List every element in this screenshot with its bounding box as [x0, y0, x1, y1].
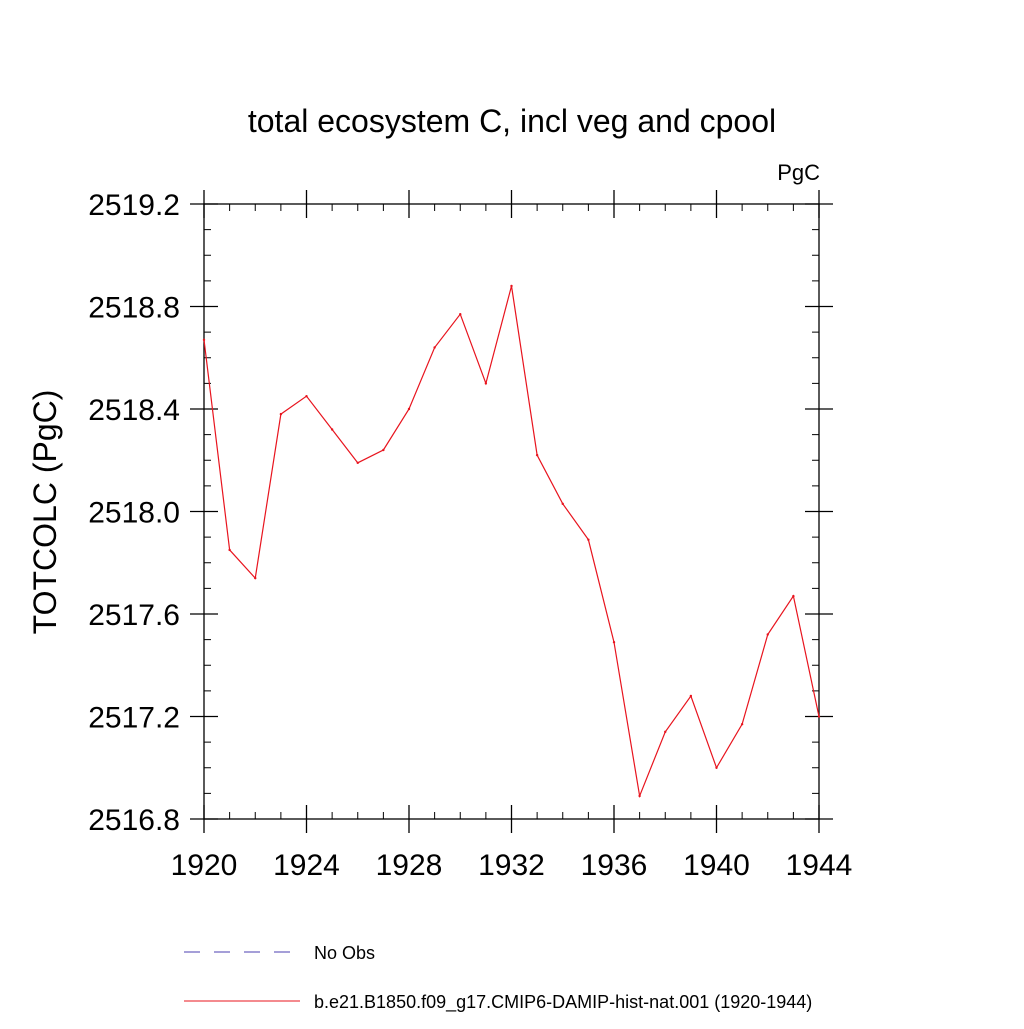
legend: No Obs b.e21.B1850.f09_g17.CMIP6-DAMIP-hi… [184, 943, 812, 1013]
y-tick-label: 2518.4 [88, 394, 180, 427]
data-point [561, 502, 564, 506]
data-point [587, 538, 590, 541]
data-point [740, 722, 744, 726]
data-point [202, 338, 206, 342]
y-tick-label: 2516.8 [88, 804, 180, 837]
x-tick-label: 1936 [581, 849, 648, 882]
data-point [817, 715, 821, 718]
data-point [459, 312, 462, 316]
x-tick-label: 1932 [478, 849, 545, 882]
data-point [433, 346, 436, 349]
y-tick-label: 2518.0 [88, 497, 180, 530]
plot-frame [203, 203, 820, 820]
data-point [330, 428, 334, 431]
data-point [638, 794, 641, 798]
y-tick-label: 2517.2 [88, 702, 180, 735]
units-label: PgC [777, 160, 820, 185]
data-point [715, 766, 718, 769]
series-line-0 [203, 285, 820, 799]
y-tick-label: 2519.2 [88, 189, 180, 222]
data-point [254, 576, 257, 580]
data-point [664, 730, 667, 734]
data-point [766, 633, 769, 636]
data-point [279, 412, 283, 416]
data-point [612, 640, 616, 644]
x-tick-label: 1928 [376, 849, 443, 882]
y-tick-label: 2517.6 [88, 599, 180, 632]
data-point [484, 382, 488, 385]
data-point [689, 694, 693, 698]
data-point [407, 407, 411, 411]
data-point [382, 448, 385, 452]
chart-title: total ecosystem C, incl veg and cpool [248, 103, 776, 139]
legend-label-1: b.e21.B1850.f09_g17.CMIP6-DAMIP-hist-nat… [314, 992, 812, 1013]
plot-area: 2516.8 2517.2 2517.6 2518.0 2518.4 2518.8 2519… [88, 189, 852, 882]
y-tick-label: 2518.8 [88, 292, 180, 325]
data-point [356, 461, 359, 465]
x-tick-label: 1924 [273, 849, 340, 882]
legend-label-0: No Obs [314, 943, 375, 963]
x-tick-label: 1940 [683, 849, 750, 882]
x-tick-label: 1944 [786, 849, 853, 882]
data-point [535, 453, 539, 457]
data-point [305, 394, 308, 398]
x-tick-label: 1920 [171, 849, 238, 882]
data-point [510, 284, 513, 288]
data-point [228, 548, 231, 552]
y-axis-label: TOTCOLC (PgC) [27, 390, 63, 635]
data-point [792, 594, 795, 598]
